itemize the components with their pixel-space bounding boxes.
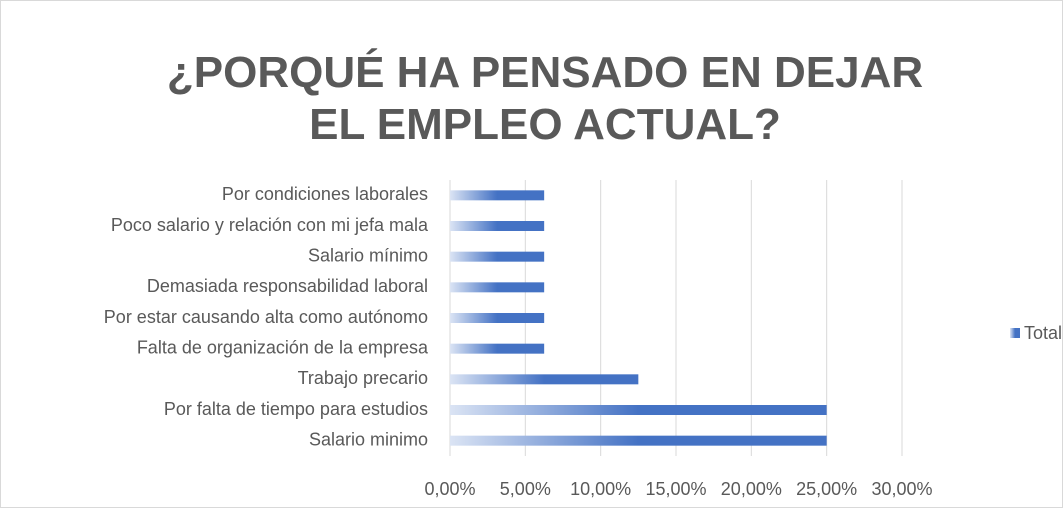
bar xyxy=(450,405,827,415)
y-tick-label: Falta de organización de la empresa xyxy=(137,337,429,357)
y-tick-label: Demasiada responsabilidad laboral xyxy=(147,276,428,296)
chart-title: ¿PORQUÉ HA PENSADO EN DEJAR EL EMPLEO ACT… xyxy=(167,47,923,149)
bar xyxy=(450,282,545,293)
x-tick-label: 25,00% xyxy=(796,479,857,499)
bar xyxy=(450,374,639,385)
bar xyxy=(450,221,545,231)
x-tick-label: 0,00% xyxy=(424,479,475,499)
x-tick-label: 30,00% xyxy=(871,479,932,499)
y-tick-label: Por estar causando alta como autónomo xyxy=(104,307,428,327)
legend-label: Total xyxy=(1024,323,1062,343)
y-tick-label: Por condiciones laborales xyxy=(222,184,428,204)
bar xyxy=(450,251,545,262)
x-tick-label: 20,00% xyxy=(721,479,782,499)
y-tick-label: Salario mínimo xyxy=(308,245,428,265)
bar xyxy=(450,313,545,323)
y-tick-label: Poco salario y relación con mi jefa mala xyxy=(111,215,429,235)
x-tick-label: 5,00% xyxy=(500,479,551,499)
y-tick-label: Trabajo precario xyxy=(298,368,428,388)
x-tick-label: 10,00% xyxy=(570,479,631,499)
bar xyxy=(450,190,545,201)
y-tick-label: Por falta de tiempo para estudios xyxy=(164,399,428,419)
bar xyxy=(450,435,827,446)
bar xyxy=(450,343,545,354)
legend-swatch xyxy=(1010,328,1020,338)
y-tick-label: Salario minimo xyxy=(309,429,428,449)
x-tick-label: 15,00% xyxy=(645,479,706,499)
